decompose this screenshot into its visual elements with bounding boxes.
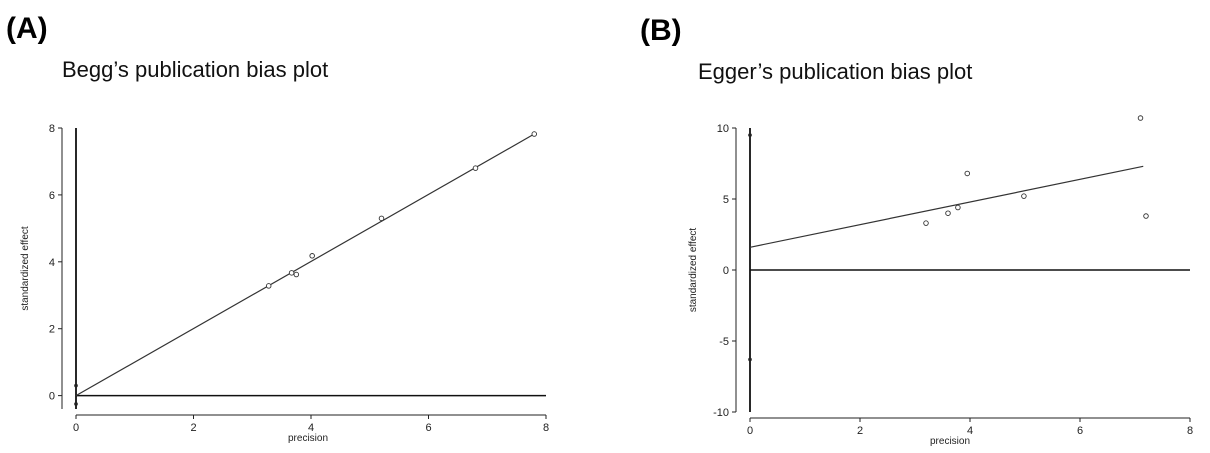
chart-0-y-tick-label: 0	[49, 391, 55, 403]
chart-1-fit-line	[749, 165, 1144, 248]
chart-0-y-tick-label: 8	[49, 123, 55, 135]
chart-0-x-tick-label: 6	[425, 422, 431, 434]
chart-1-x-tick-label: 6	[1077, 425, 1083, 437]
chart-1-y-tick-label: 5	[723, 194, 729, 206]
chart-1-data-point	[945, 210, 951, 216]
chart-1-x-tick-label: 4	[967, 425, 973, 437]
chart-0-y-tick-label: 2	[49, 324, 55, 336]
chart-0-data-point	[309, 253, 315, 259]
chart-0-data-point	[293, 271, 300, 278]
panel-b-letter: (B)	[640, 14, 682, 47]
chart-1-data-point	[923, 220, 929, 226]
chart-1-y-tick-label: 0	[723, 265, 729, 277]
chart-0-x-axis-title: precision	[288, 433, 328, 444]
chart-0-y-axis-title: standardized effect	[20, 226, 31, 311]
chart-1-data-point	[955, 204, 961, 211]
chart-1-data-point	[1143, 213, 1149, 219]
chart-1-y-axis-title: standardized effect	[688, 228, 699, 313]
chart-0-data-point	[288, 270, 295, 276]
chart-0-x-tick-label: 0	[73, 422, 79, 434]
chart-0-x-tick-label: 8	[543, 422, 549, 434]
chart-0-data-point	[378, 215, 385, 222]
chart-1-data-point	[1137, 115, 1144, 121]
chart-1-y-tick-label: -5	[719, 336, 729, 348]
chart-0-y-tick-label: 4	[49, 257, 55, 269]
chart-1-x-tick-label: 0	[747, 425, 753, 437]
chart-1-data-point	[964, 170, 971, 177]
chart-0-x-tick-label: 4	[308, 422, 314, 434]
chart-0-intercept-mark	[74, 402, 78, 406]
chart-1-x-tick-label: 8	[1187, 425, 1193, 437]
chart-1-y-tick-label: 10	[717, 123, 729, 135]
chart-0-fit-line	[75, 133, 535, 397]
chart-0-data-point	[265, 283, 272, 289]
chart-0-y-tick-label: 6	[49, 190, 55, 202]
chart-1-x-tick-label: 2	[857, 425, 863, 437]
chart-0-x-tick-label: 2	[190, 422, 196, 434]
chart-1-y-tick-label: -10	[713, 407, 729, 419]
chart-1-data-point	[1021, 193, 1027, 199]
panel-a-letter: (A)	[6, 12, 48, 45]
panel-b-title: Egger’s publication bias plot	[698, 59, 973, 84]
chart-1-x-axis-title: precision	[930, 436, 970, 447]
panel-a-title: Begg’s publication bias plot	[62, 57, 329, 82]
chart-0-intercept-mark	[74, 383, 78, 388]
chart-0-data-point	[472, 165, 479, 171]
chart-0-data-point	[531, 131, 538, 137]
chart-1-intercept-mark	[748, 357, 752, 362]
chart-1-intercept-mark	[748, 133, 752, 137]
